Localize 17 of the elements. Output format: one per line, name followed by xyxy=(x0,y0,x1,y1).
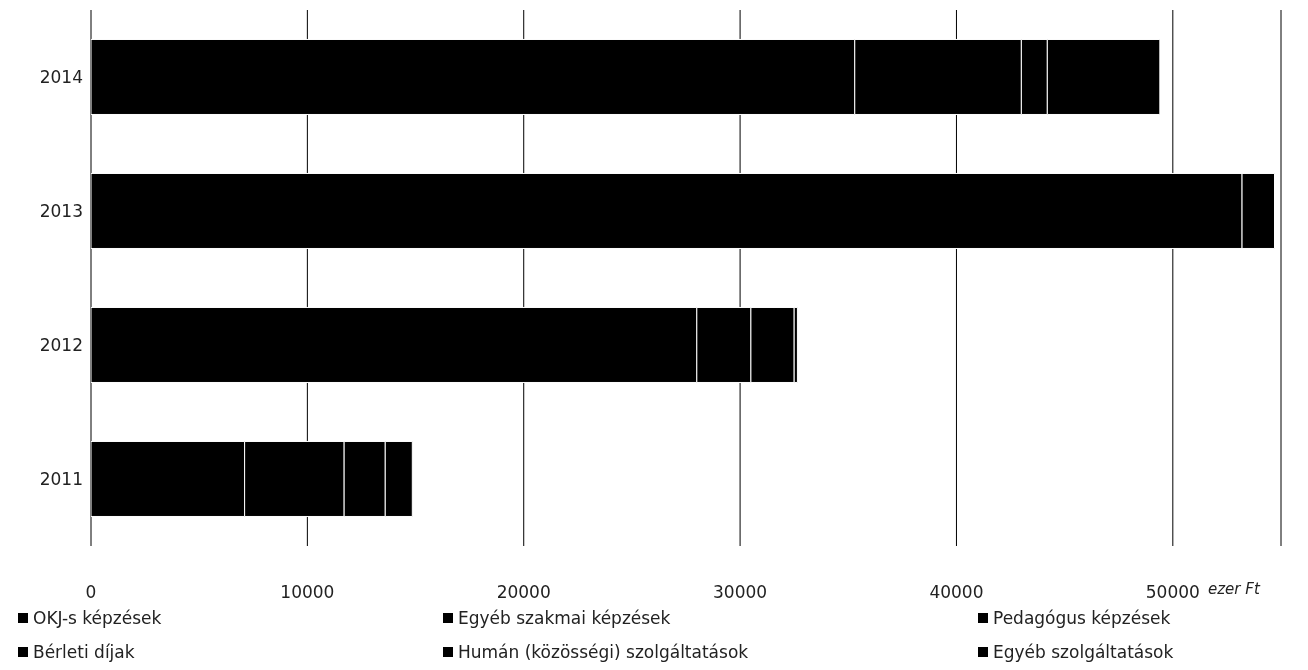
x-tick-label: 20000 xyxy=(496,582,551,603)
y-tick-label: 2012 xyxy=(39,335,83,356)
y-tick-label: 2014 xyxy=(39,67,83,88)
x-tick-label: 0 xyxy=(85,582,97,603)
legend-label: Bérleti díjak xyxy=(33,642,135,662)
legend-label: Pedagógus képzések xyxy=(993,608,1171,628)
x-tick-label: 10000 xyxy=(280,582,335,603)
legend-label: Humán (közösségi) szolgáltatások xyxy=(458,642,749,662)
x-tick-label: 40000 xyxy=(929,582,984,603)
x-axis-title: ezer Ft xyxy=(1208,580,1260,598)
y-tick-label: 2013 xyxy=(39,201,83,222)
legend-label: Egyéb szakmai képzések xyxy=(458,608,671,628)
legend-label: Egyéb szolgáltatások xyxy=(993,642,1174,662)
y-tick-label: 2011 xyxy=(39,469,83,490)
x-tick-label: 30000 xyxy=(713,582,768,603)
x-tick-label: 50000 xyxy=(1145,582,1200,603)
legend-label: OKJ-s képzések xyxy=(33,608,162,628)
